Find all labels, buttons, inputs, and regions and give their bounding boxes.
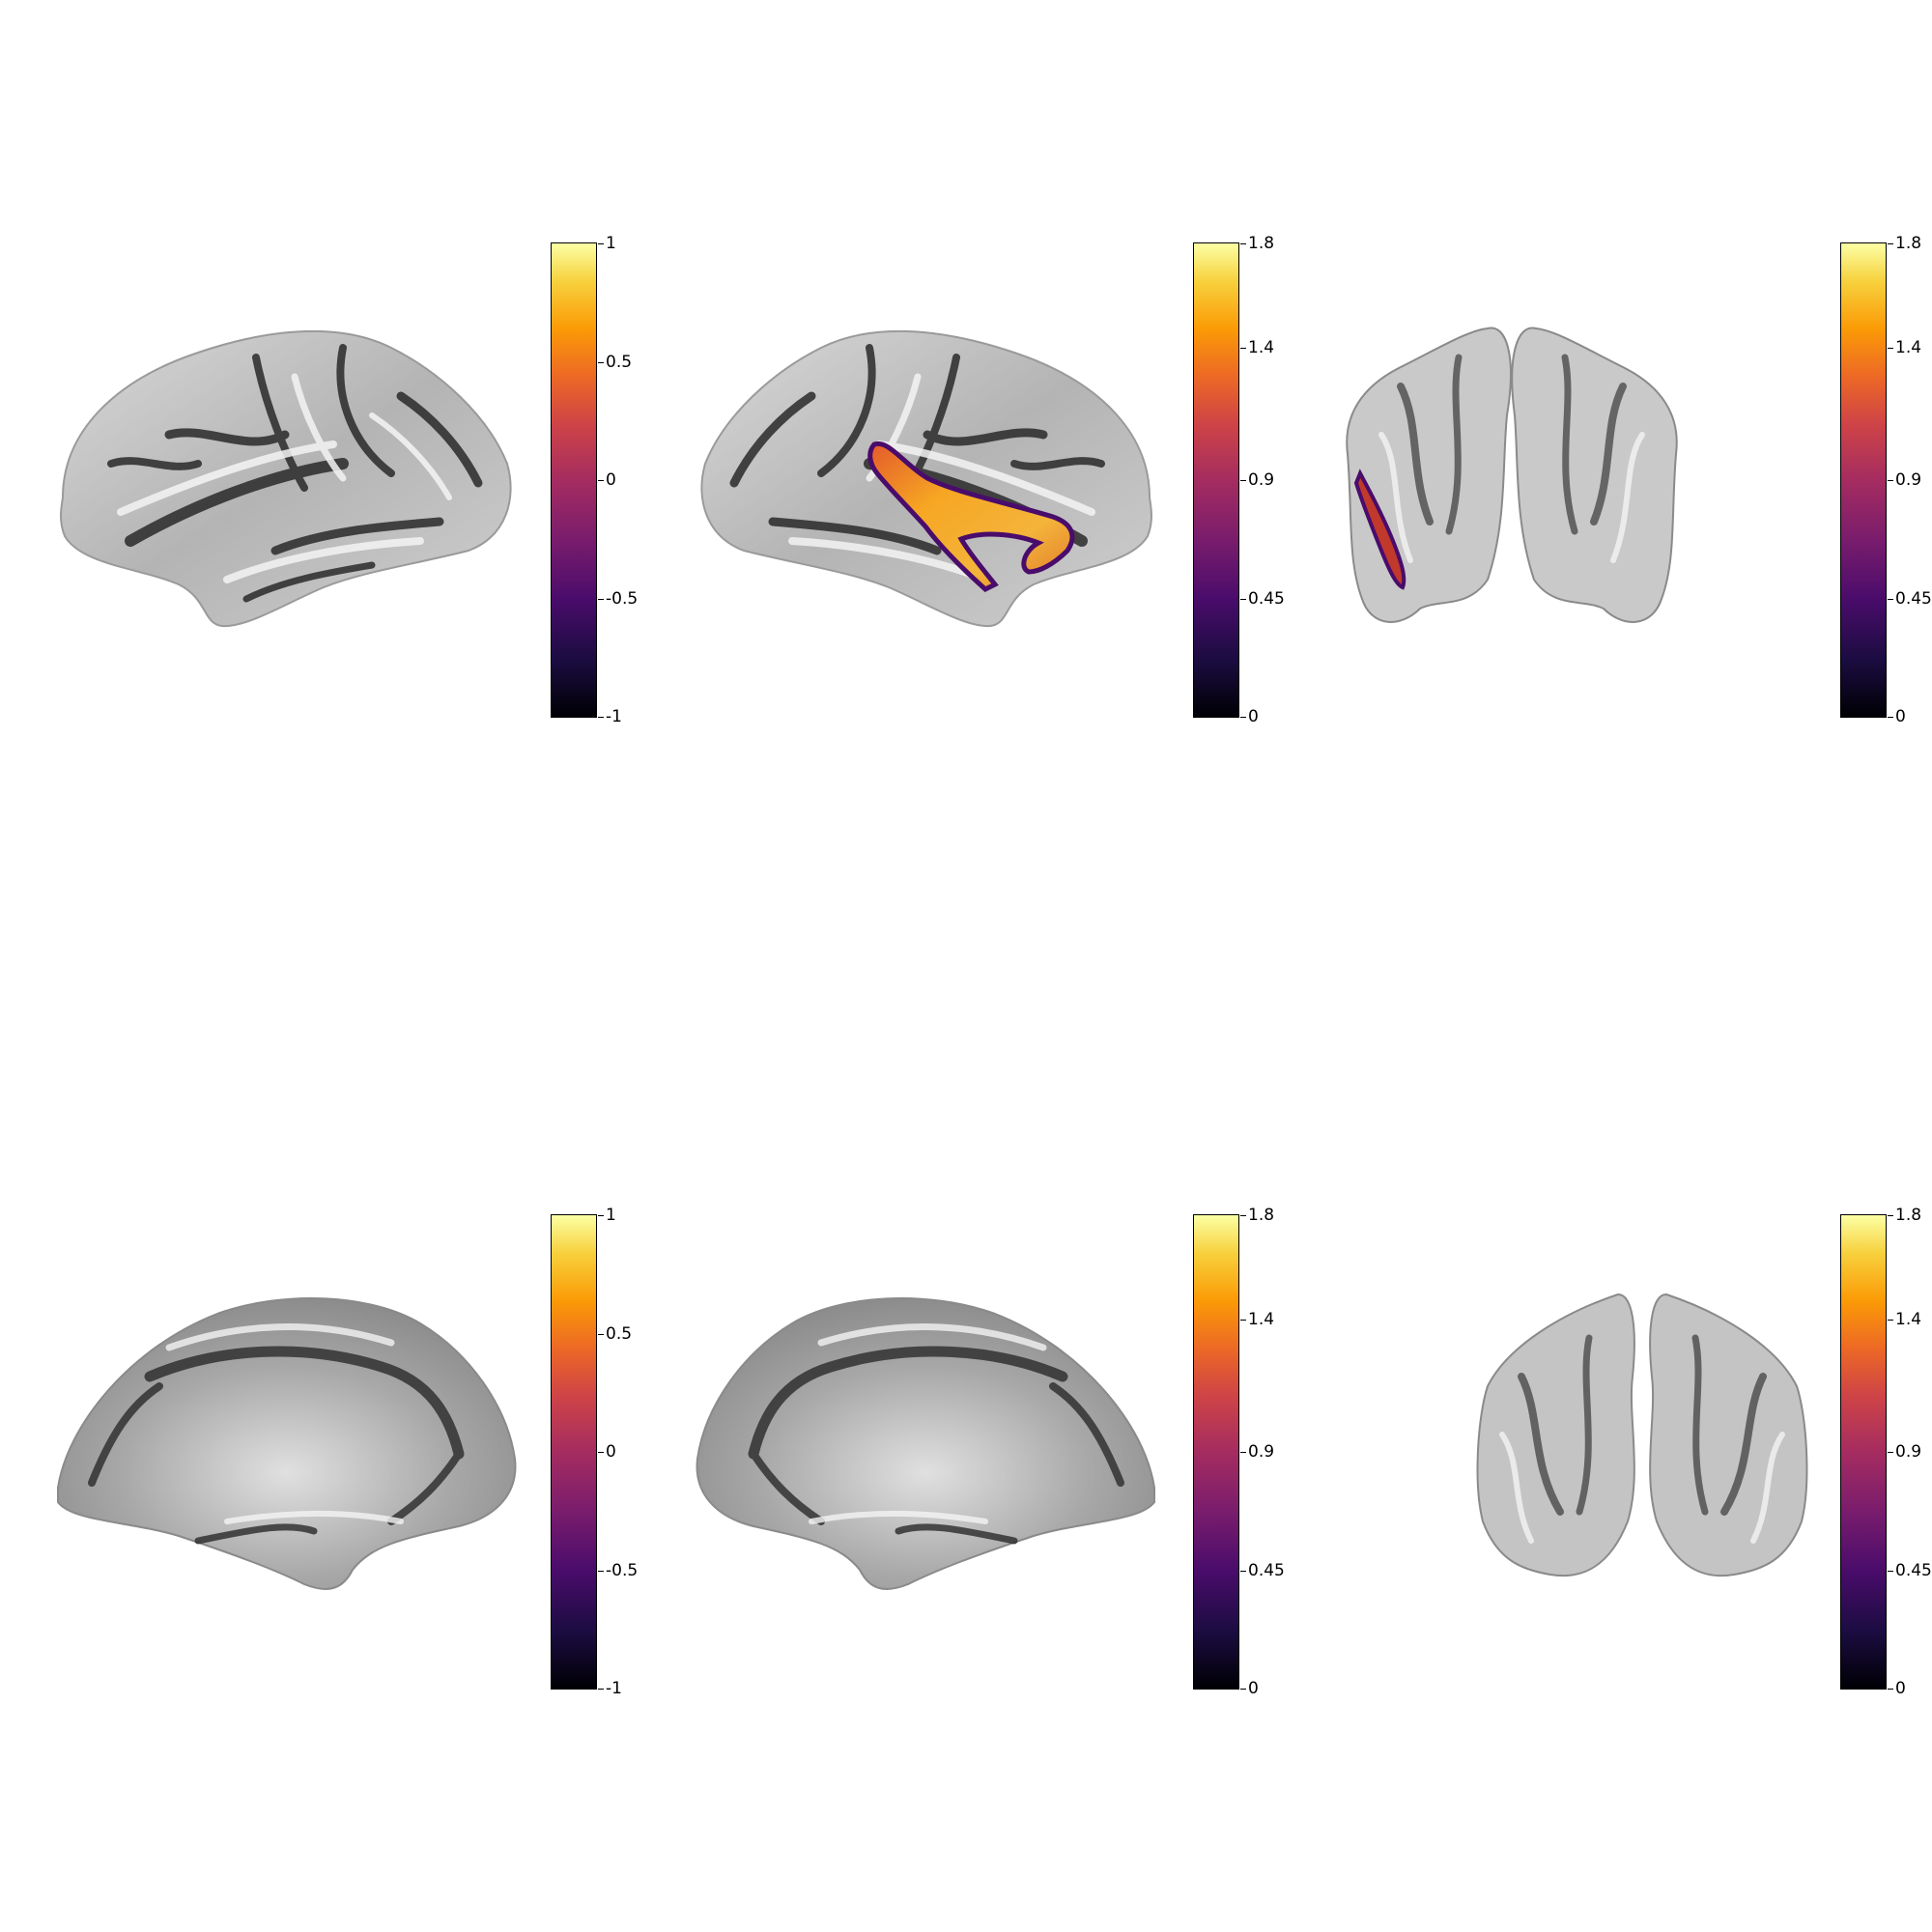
colorbar-5-tick-3: 0.9 (1248, 1442, 1275, 1462)
colorbar-3-tick-1: 1.8 (1895, 234, 1922, 253)
colorbar-6-tick-5: 0 (1895, 1679, 1906, 1698)
colorbar-2-tick-2: 1.4 (1248, 337, 1275, 357)
colorbar-3-tick-4: 0.45 (1895, 588, 1932, 609)
colorbar-4-tick-4: -0.5 (606, 1560, 639, 1580)
colorbar-6: 1.8 1.4 0.9 0.45 0 (1840, 1206, 1932, 1698)
colorbar-2-tick-4: 0.45 (1248, 588, 1285, 609)
brain-right-lateral (700, 329, 1152, 628)
colorbar-6-tick-2: 1.4 (1895, 1309, 1922, 1329)
brain-left-lateral (60, 329, 512, 628)
brain-left-medial (57, 1297, 517, 1590)
colorbar-1-tick-2: 0.5 (606, 352, 633, 372)
colorbar-4-tick-3: 0 (606, 1442, 616, 1462)
colorbar-5-tick-5: 0 (1248, 1679, 1259, 1698)
colorbar-4: 1 0.5 0 -0.5 -1 (551, 1206, 638, 1698)
colorbar-6-tick-3: 0.9 (1895, 1442, 1922, 1462)
colorbar-5: 1.8 1.4 0.9 0.45 0 (1193, 1206, 1285, 1698)
colorbar-2: 1.8 1.4 0.9 0.45 0 (1193, 234, 1285, 726)
colorbar-6-tick-4: 0.45 (1895, 1560, 1932, 1580)
brain-posterior (1476, 1293, 1808, 1577)
colorbar-4-tick-2: 0.5 (606, 1323, 633, 1344)
colorbar-1-tick-4: -0.5 (606, 588, 639, 609)
colorbar-1-tick-1: 1 (606, 234, 616, 253)
colorbar-5-tick-4: 0.45 (1248, 1560, 1285, 1580)
colorbar-6-tick-1: 1.8 (1895, 1206, 1922, 1225)
brain-right-medial (696, 1297, 1155, 1590)
colorbar-5-tick-1: 1.8 (1248, 1206, 1275, 1225)
colorbar-1-tick-5: -1 (606, 707, 622, 726)
colorbar-5-tick-2: 1.4 (1248, 1309, 1275, 1329)
colorbar-2-tick-1: 1.8 (1248, 234, 1275, 253)
colorbar-3-tick-2: 1.4 (1895, 337, 1922, 357)
colorbar-3-tick-3: 0.9 (1895, 470, 1922, 490)
activation-overlay (867, 440, 1075, 592)
brain-anterior (1346, 327, 1678, 623)
colorbar-3-tick-5: 0 (1895, 707, 1906, 726)
colorbar-3: 1.8 1.4 0.9 0.45 0 (1840, 234, 1932, 726)
colorbar-4-tick-5: -1 (606, 1679, 622, 1698)
colorbar-2-tick-3: 0.9 (1248, 470, 1275, 490)
activation-overlay-anterior (1353, 469, 1406, 590)
colorbar-4-tick-1: 1 (606, 1206, 616, 1225)
colorbar-2-tick-5: 0 (1248, 707, 1259, 726)
colorbar-1-tick-3: 0 (606, 470, 616, 490)
colorbar-1: 1 0.5 0 -0.5 -1 (551, 234, 638, 726)
